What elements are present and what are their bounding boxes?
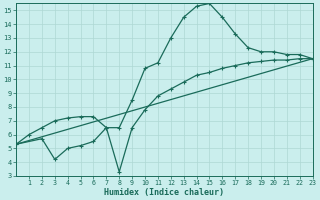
X-axis label: Humidex (Indice chaleur): Humidex (Indice chaleur) (104, 188, 224, 197)
